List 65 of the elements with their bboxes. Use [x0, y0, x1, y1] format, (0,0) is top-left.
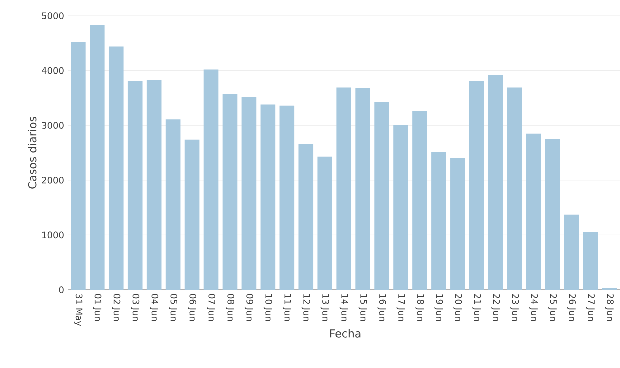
x-tick-label: 22 Jun — [492, 294, 500, 322]
y-tick-label: 2000 — [42, 177, 64, 184]
bar — [488, 75, 504, 290]
bar — [108, 46, 124, 290]
bar — [128, 81, 143, 290]
x-tick-label: 07 Jun — [207, 294, 216, 322]
bar — [336, 88, 352, 290]
bar — [242, 97, 257, 290]
bar — [146, 80, 162, 290]
x-tick-label: 05 Jun — [169, 294, 178, 322]
y-tick-label: 1000 — [42, 232, 64, 239]
y-tick-label: 0 — [59, 286, 64, 294]
x-tick-label: 06 Jun — [188, 294, 197, 322]
x-tick-label: 31 May — [74, 294, 83, 326]
x-tick-label: 04 Jun — [150, 294, 159, 322]
x-tick-label: 12 Jun — [302, 294, 310, 322]
x-tick-label: 14 Jun — [340, 294, 348, 322]
x-tick-label: 18 Jun — [416, 294, 424, 322]
y-tick-label: 3000 — [42, 122, 64, 130]
x-tick-label: 20 Jun — [454, 294, 462, 322]
x-tick-label: 27 Jun — [586, 294, 595, 322]
bar — [450, 158, 466, 290]
bar — [412, 111, 428, 290]
x-tick-label: 23 Jun — [510, 294, 520, 322]
bar — [507, 88, 522, 290]
bar — [356, 88, 370, 290]
bar — [374, 102, 390, 290]
x-tick-label: 15 Jun — [358, 294, 368, 322]
bar — [318, 156, 333, 290]
bar — [260, 104, 276, 290]
x-tick-label: 28 Jun — [605, 294, 614, 322]
x-tick-label: 21 Jun — [472, 294, 482, 322]
y-tick-label: 4000 — [42, 67, 64, 74]
x-tick-label: 25 Jun — [548, 294, 558, 322]
x-tick-label: 11 Jun — [282, 294, 292, 322]
bar — [184, 140, 200, 290]
bar — [583, 232, 598, 290]
x-tick-label: 02 Jun — [112, 294, 121, 322]
x-tick-label: 19 Jun — [434, 294, 444, 322]
bar — [564, 214, 580, 290]
x-tick-label: 01 Jun — [93, 294, 102, 322]
bar — [90, 25, 105, 290]
bar — [432, 152, 446, 290]
bar — [394, 125, 408, 290]
x-tick-label: 26 Jun — [568, 294, 576, 322]
x-tick-label: 16 Jun — [378, 294, 386, 322]
bar — [298, 144, 314, 290]
x-tick-label: 10 Jun — [264, 294, 272, 322]
y-axis-title: Casos diarios — [28, 117, 37, 189]
x-tick-label: 09 Jun — [244, 294, 254, 322]
x-tick-label: 03 Jun — [131, 294, 140, 322]
x-tick-label: 17 Jun — [396, 294, 406, 322]
x-tick-label: 24 Jun — [530, 294, 538, 322]
bar — [166, 120, 181, 290]
bar — [222, 94, 238, 290]
x-tick-label: 08 Jun — [226, 294, 234, 322]
x-axis-title: Fecha — [330, 329, 361, 338]
bar — [204, 70, 219, 290]
bar — [545, 139, 560, 290]
x-tick-label: 13 Jun — [320, 294, 330, 322]
bar — [470, 81, 484, 290]
bar — [71, 42, 86, 290]
bar — [526, 134, 542, 290]
bar — [280, 106, 295, 290]
y-tick-label: 5000 — [42, 12, 64, 20]
